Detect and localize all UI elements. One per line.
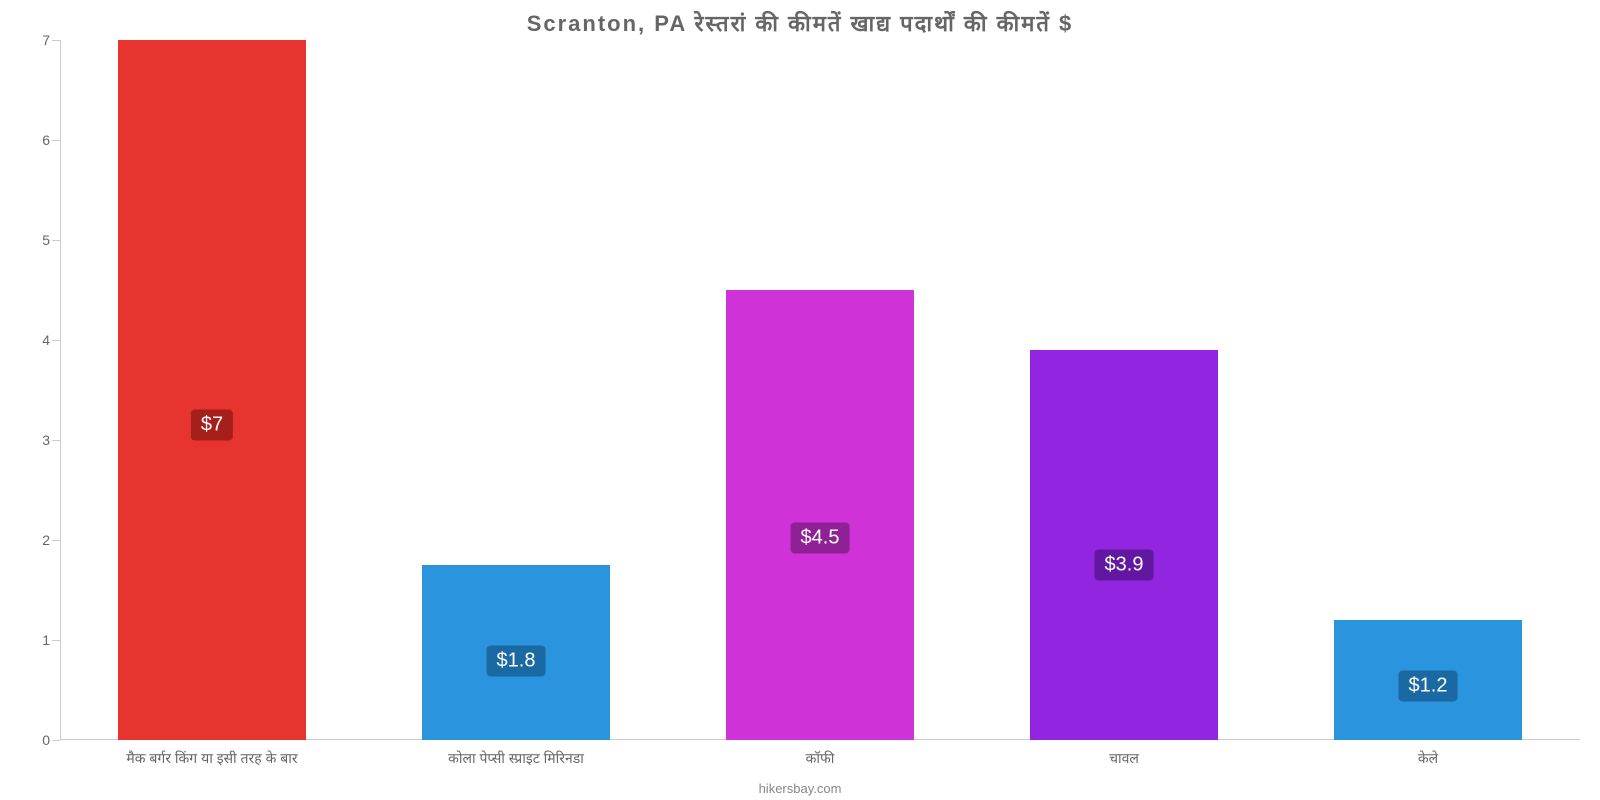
x-tick-label: कॉफी: [806, 749, 835, 768]
y-tick-label: 5: [20, 232, 50, 248]
bar: $1.2: [1334, 620, 1522, 740]
value-badge: $7: [191, 410, 233, 441]
attribution-text: hikersbay.com: [0, 781, 1600, 796]
y-tick-label: 0: [20, 732, 50, 748]
value-badge: $1.2: [1399, 671, 1458, 702]
x-tick-label: केले: [1418, 749, 1438, 768]
value-badge: $1.8: [487, 646, 546, 677]
y-tick-label: 6: [20, 132, 50, 148]
price-bar-chart: Scranton, PA रेस्तरां की कीमतें खाद्य पद…: [0, 0, 1600, 800]
y-tick: [52, 40, 60, 41]
y-tick-label: 2: [20, 532, 50, 548]
x-tick-label: मैक बर्गर किंग या इसी तरह के बार: [126, 749, 297, 768]
y-tick-label: 1: [20, 632, 50, 648]
y-tick: [52, 240, 60, 241]
value-badge: $4.5: [791, 522, 850, 553]
bars-container: $7 $1.8 $4.5 $3.9 $1.2: [60, 40, 1580, 740]
y-tick-label: 4: [20, 332, 50, 348]
plot-area: $7$1.8$4.5$3.9$1.2 01234567मैक बर्गर किं…: [60, 40, 1580, 740]
chart-title: Scranton, PA रेस्तरां की कीमतें खाद्य पद…: [0, 8, 1600, 38]
bar: $4.5: [726, 290, 914, 740]
y-tick: [52, 340, 60, 341]
y-tick: [52, 140, 60, 141]
y-tick: [52, 740, 60, 741]
x-tick-label: कोला पेप्सी स्प्राइट मिरिनडा: [448, 749, 584, 768]
value-badge: $3.9: [1095, 549, 1154, 580]
bar: $1.8: [422, 565, 610, 740]
bar: $7: [118, 40, 306, 740]
y-tick: [52, 440, 60, 441]
bar: $3.9: [1030, 350, 1218, 740]
x-tick-label: चावल: [1109, 749, 1139, 768]
y-tick-label: 3: [20, 432, 50, 448]
y-tick: [52, 540, 60, 541]
y-tick: [52, 640, 60, 641]
y-tick-label: 7: [20, 32, 50, 48]
